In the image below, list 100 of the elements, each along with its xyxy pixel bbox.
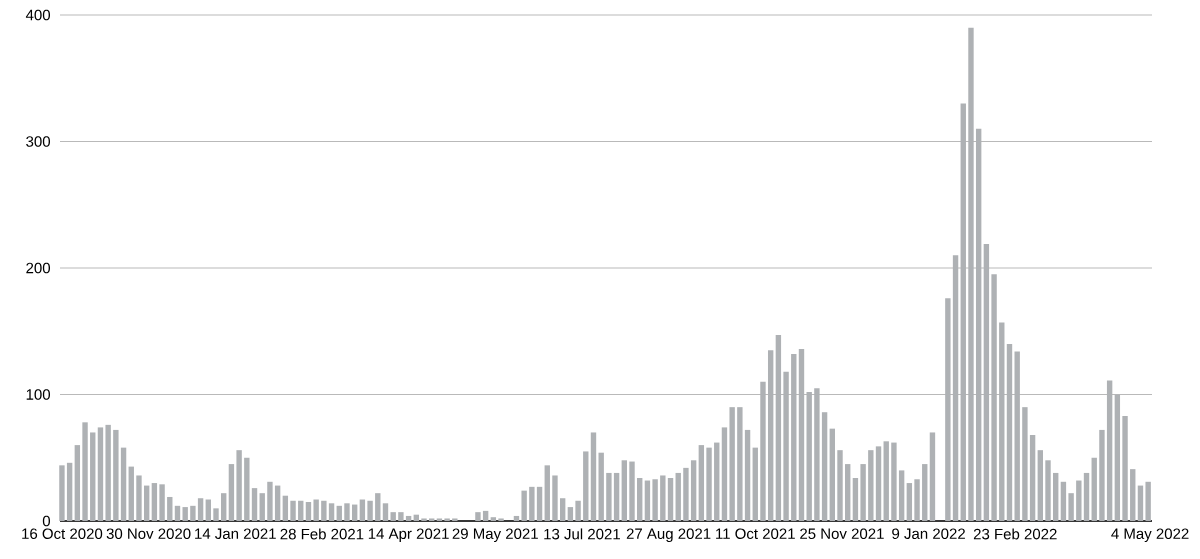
- bar: [182, 507, 188, 521]
- bar: [367, 500, 373, 521]
- bar: [552, 475, 558, 521]
- bar: [837, 450, 843, 521]
- bar: [852, 477, 859, 521]
- bar: [559, 498, 566, 521]
- bar: [1130, 469, 1136, 521]
- bar: [929, 432, 936, 521]
- bar: [120, 447, 127, 521]
- bar: [143, 485, 150, 521]
- bar: [513, 515, 520, 521]
- bar: [1068, 493, 1074, 521]
- bar: [883, 441, 889, 521]
- bar: [637, 477, 643, 521]
- bar: [1145, 481, 1151, 521]
- bar: [190, 505, 196, 521]
- bar: [113, 429, 119, 521]
- bar: [159, 484, 165, 521]
- bar: [398, 512, 404, 521]
- bar: [213, 508, 219, 521]
- bar: [452, 518, 458, 521]
- bar: [298, 500, 304, 521]
- bar: [305, 502, 312, 521]
- bar: [90, 432, 96, 521]
- bar: [829, 428, 835, 521]
- bar: [644, 480, 651, 521]
- bar: [590, 432, 597, 521]
- bar: [328, 503, 335, 521]
- bar: [97, 427, 104, 521]
- y-tick-label: 300: [26, 136, 51, 147]
- x-tick-label: 14 Jan 2021: [195, 528, 276, 540]
- y-tick-label: 100: [26, 389, 51, 400]
- bar: [914, 479, 920, 521]
- bar: [729, 407, 735, 521]
- bar: [690, 460, 697, 521]
- bar: [629, 461, 635, 521]
- bar: [1122, 416, 1128, 521]
- bar: [321, 500, 327, 521]
- bar: [529, 486, 535, 521]
- bar: [66, 462, 73, 521]
- bar: [744, 429, 751, 521]
- bar: [1022, 407, 1028, 521]
- bar: [128, 466, 134, 521]
- bar: [105, 424, 111, 521]
- bar: [1091, 457, 1097, 521]
- bar: [1083, 472, 1090, 521]
- bar: [482, 510, 489, 521]
- bar: [660, 475, 666, 521]
- bar: [498, 518, 504, 521]
- bar: [228, 464, 235, 521]
- x-tick-label: 23 Feb 2022: [973, 528, 1057, 540]
- bar: [922, 464, 928, 521]
- bar: [336, 505, 342, 521]
- bar: [82, 422, 88, 521]
- y-tick-label: 200: [26, 262, 51, 274]
- bar: [721, 427, 728, 521]
- bar: [868, 450, 874, 521]
- bar: [405, 515, 412, 521]
- bar: [205, 499, 211, 521]
- bar: [390, 512, 396, 521]
- bar: [167, 496, 173, 521]
- bar: [906, 483, 913, 521]
- bar: [575, 500, 581, 521]
- bar: [675, 472, 681, 521]
- x-tick-label: 27 Aug 2021: [626, 528, 711, 542]
- bar: [136, 475, 142, 521]
- x-tick-label: 11 Oct 2021: [716, 528, 795, 540]
- bar: [421, 518, 427, 521]
- bar: [259, 493, 265, 521]
- bar: [1099, 429, 1105, 521]
- bar: [544, 465, 550, 521]
- bar: [652, 479, 658, 521]
- x-tick-label: 4 May 2022: [1111, 528, 1189, 542]
- bar: [606, 472, 612, 521]
- bar: [1137, 485, 1144, 521]
- bar: [898, 470, 905, 521]
- bar: [1076, 480, 1082, 521]
- bar: [667, 477, 674, 521]
- bar: [737, 407, 743, 521]
- x-tick-label: 28 Feb 2021: [280, 528, 364, 540]
- bar: [567, 507, 574, 521]
- bar: [821, 412, 828, 521]
- bar: [236, 450, 242, 521]
- bar: [359, 499, 366, 521]
- bar: [1037, 450, 1043, 521]
- bar: [1045, 460, 1051, 521]
- bar: [151, 483, 158, 521]
- bar: [382, 503, 389, 521]
- x-tick-label: 9 Jan 2022: [892, 528, 965, 540]
- bar: [1053, 472, 1059, 521]
- bar: [621, 460, 627, 521]
- bar: [475, 512, 481, 521]
- bar: [244, 457, 250, 521]
- x-tick-label: 29 May 2021: [452, 528, 538, 542]
- bar: [714, 442, 720, 521]
- bar: [613, 472, 620, 521]
- x-tick-label: 13 Jul 2021: [544, 528, 620, 540]
- bar: [251, 488, 258, 521]
- x-tick-label: 16 Oct 2020: [22, 528, 103, 540]
- bar: [221, 493, 227, 521]
